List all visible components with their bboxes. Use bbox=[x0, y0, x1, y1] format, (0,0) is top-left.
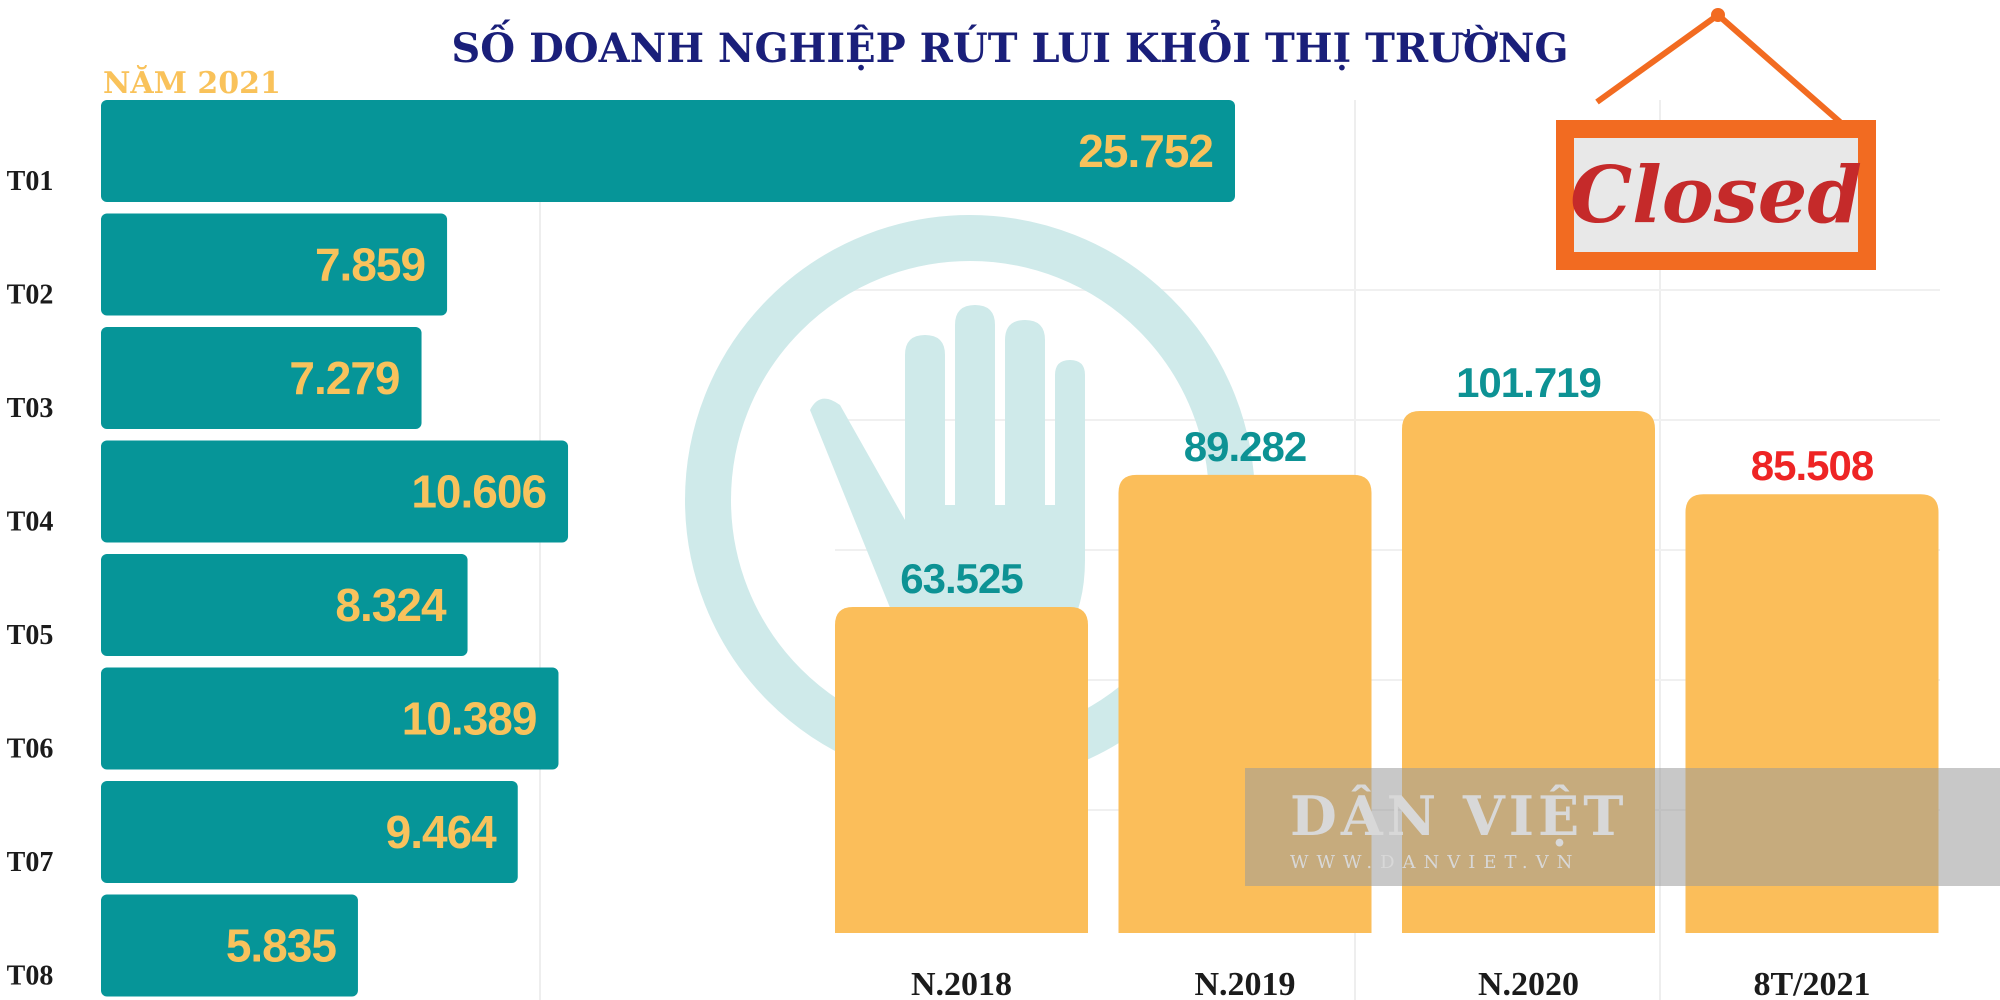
monthly-bar-value: 8.324 bbox=[335, 579, 447, 631]
chart-title: SỐ DOANH NGHIỆP RÚT LUI KHỎI THỊ TRƯỜNG bbox=[451, 20, 1568, 72]
yearly-category-label: N.2018 bbox=[911, 966, 1012, 1000]
yearly-category-label: N.2020 bbox=[1478, 966, 1579, 1000]
monthly-category-label: T06 bbox=[7, 734, 54, 765]
monthly-chart-title: NĂM 2021 bbox=[103, 65, 281, 101]
monthly-bar-value: 10.606 bbox=[411, 466, 546, 518]
monthly-category-label: T01 bbox=[7, 166, 54, 197]
monthly-category-label: T08 bbox=[7, 961, 54, 992]
yearly-bar-value: 63.525 bbox=[900, 555, 1023, 602]
closed-sign-icon: Closed bbox=[1556, 8, 1876, 270]
yearly-category-label: 8T/2021 bbox=[1753, 966, 1870, 1000]
monthly-category-label: T03 bbox=[7, 393, 54, 424]
yearly-bar-value: 101.719 bbox=[1456, 359, 1601, 406]
monthly-category-label: T02 bbox=[7, 280, 54, 311]
monthly-bar-chart: NĂM 2021 25.752 T01 7.859 T02 7.279 T03 10.606… bbox=[7, 65, 1235, 997]
monthly-category-label: T05 bbox=[7, 620, 54, 651]
watermark-name: DÂN VIỆT bbox=[1290, 784, 1627, 848]
monthly-bar-value: 10.389 bbox=[402, 693, 537, 745]
monthly-bar-value: 7.279 bbox=[289, 352, 399, 404]
monthly-bar-value: 7.859 bbox=[315, 239, 425, 291]
monthly-bar bbox=[101, 554, 468, 656]
yearly-category-label: N.2019 bbox=[1194, 966, 1295, 1000]
monthly-bar-value: 25.752 bbox=[1078, 125, 1213, 177]
monthly-bar-value: 5.835 bbox=[226, 920, 337, 972]
monthly-category-label: T04 bbox=[7, 507, 54, 538]
monthly-bar bbox=[101, 440, 569, 543]
monthly-bar bbox=[101, 327, 422, 429]
monthly-bar-value: 9.464 bbox=[386, 806, 498, 858]
yearly-bar bbox=[835, 607, 1088, 933]
monthly-bar bbox=[101, 667, 559, 770]
monthly-bar bbox=[101, 100, 1235, 202]
monthly-bar bbox=[101, 213, 448, 316]
watermark: DÂN VIỆT WWW.DANVIET.VN bbox=[1245, 768, 2000, 886]
monthly-bar bbox=[101, 781, 518, 883]
closed-sign-text: Closed bbox=[1570, 150, 1862, 241]
yearly-bar-value: 85.508 bbox=[1751, 442, 1874, 489]
monthly-bar bbox=[101, 894, 358, 997]
monthly-category-label: T07 bbox=[7, 847, 54, 878]
watermark-url: WWW.DANVIET.VN bbox=[1290, 852, 1580, 873]
yearly-bar-value: 89.282 bbox=[1184, 423, 1306, 470]
